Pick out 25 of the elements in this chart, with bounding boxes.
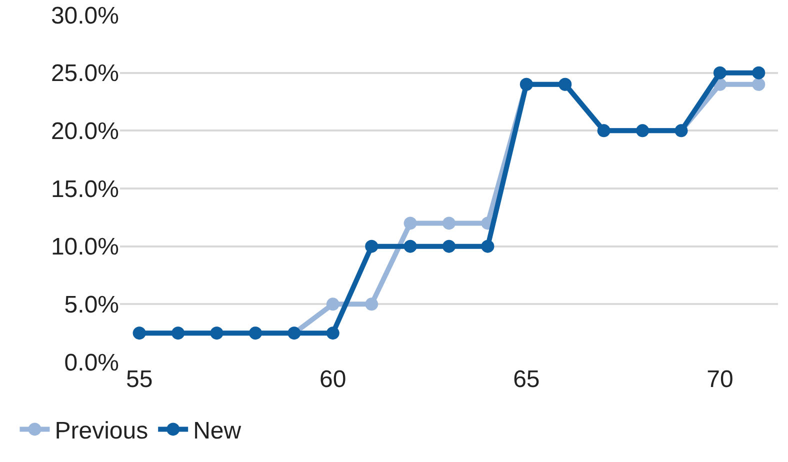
point [481,240,494,253]
point [442,216,456,230]
y-tick-label: 5.0% [64,292,119,319]
point [752,78,766,91]
point [442,240,456,253]
x-tick-label: 70 [706,366,734,393]
x-tick-label: 65 [513,366,540,393]
x-tick-label: 60 [320,366,346,393]
point [752,66,766,80]
y-tick-label: 15.0% [50,176,119,203]
y-tick-label: 25.0% [50,60,119,88]
legend-label: Previous [54,418,148,445]
point [326,298,340,311]
point [365,240,378,253]
point [404,240,417,253]
legend-label: New [193,418,242,445]
point [326,326,340,340]
y-tick-label: 20.0% [50,118,119,146]
point [404,216,417,230]
point [713,66,726,80]
point [365,298,378,311]
y-tick-label: 0.0% [64,349,119,376]
y-tick-label: 30.0% [50,2,119,30]
y-tick-label: 10.0% [50,234,119,261]
x-tick-label: 55 [126,366,153,393]
